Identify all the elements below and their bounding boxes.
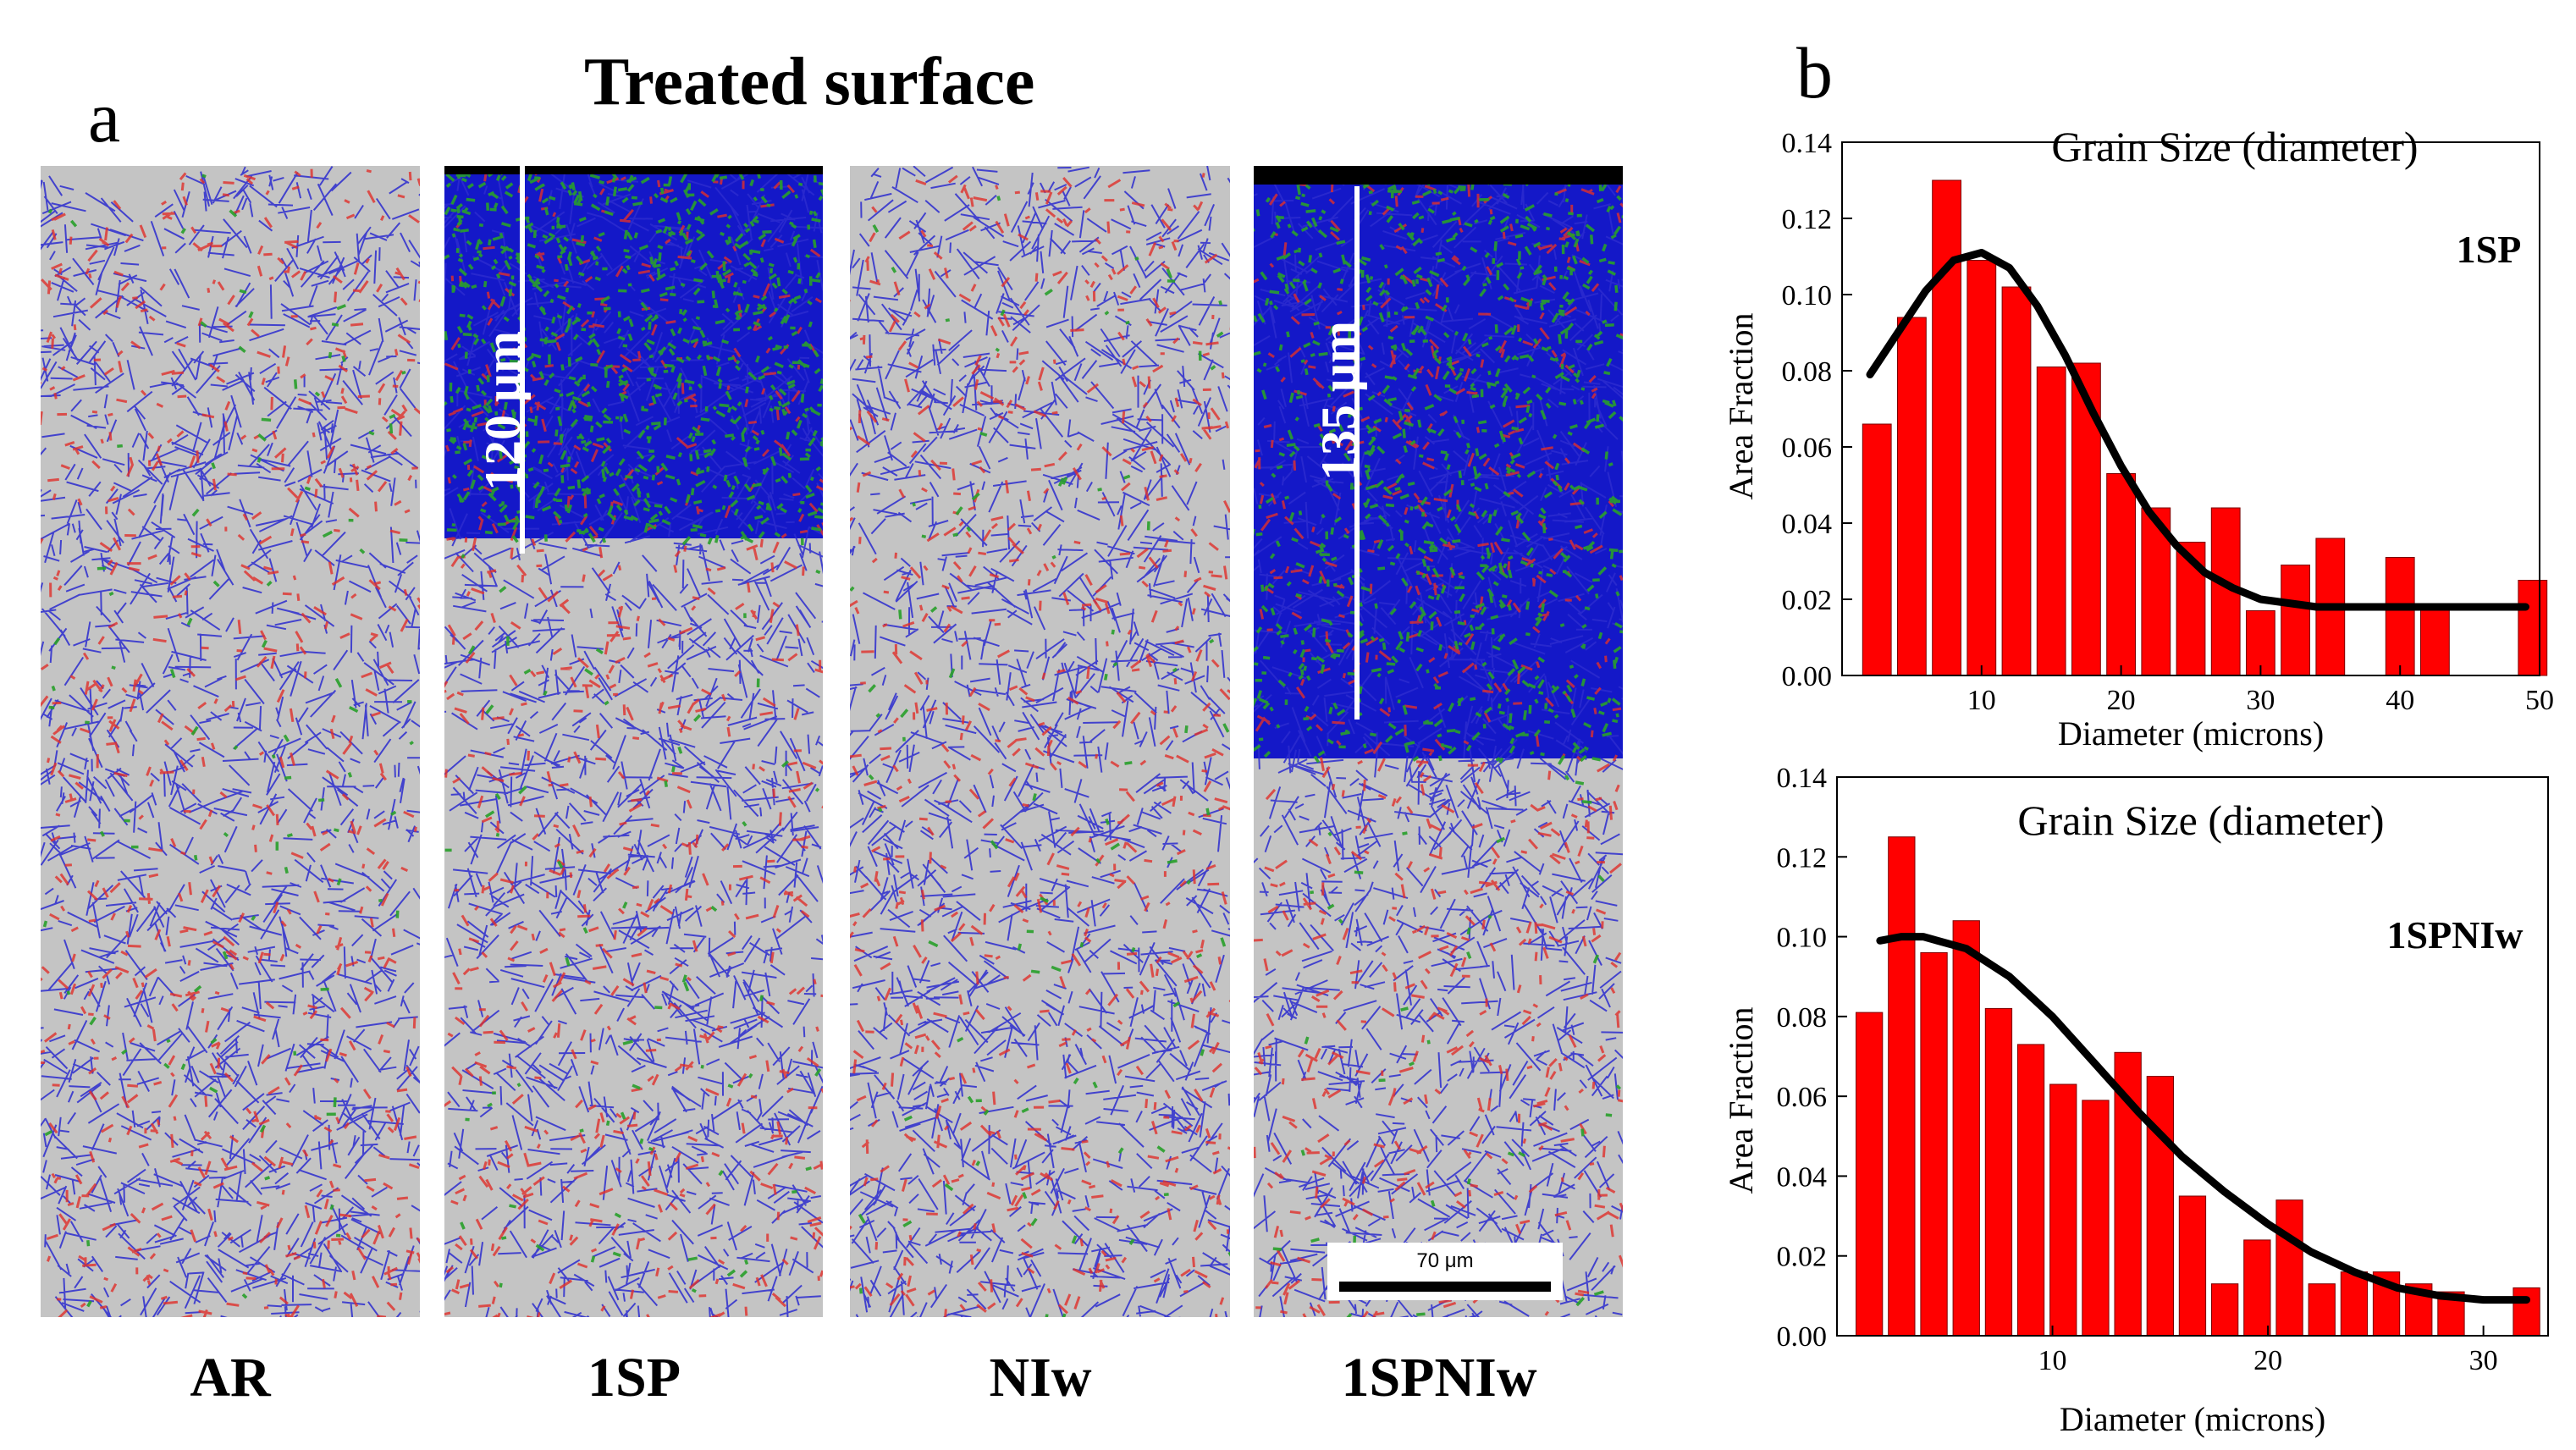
scale-bar — [1339, 1282, 1551, 1292]
x-tick-label: 10 — [1967, 685, 1996, 716]
y-tick-label: 0.14 — [1782, 128, 1833, 159]
histogram-bar — [2049, 1083, 2077, 1337]
histogram-bar — [2518, 580, 2548, 676]
plot-frame — [1836, 776, 2549, 1337]
ebsd-map-1spniw — [1254, 166, 1623, 1317]
histogram-bar — [2385, 557, 2415, 676]
y-tick-label: 0.02 — [1782, 585, 1833, 616]
histogram-bar — [1888, 836, 1916, 1337]
green-boundaries — [42, 174, 414, 1308]
y-tick-label: 0.10 — [1782, 280, 1833, 312]
fit-curve — [1876, 933, 2530, 1304]
y-tick-label: 0.04 — [1777, 1161, 1828, 1193]
x-tick-label: 30 — [2246, 685, 2275, 716]
y-tick-label: 0.06 — [1782, 433, 1833, 464]
x-tick-label: 20 — [2253, 1345, 2282, 1376]
red-boundaries — [41, 168, 420, 1317]
grain-size-chart-1sp: 0.00 0.02 0.04 0.06 0.08 0.10 0.12 0.14 10 20 30 40… — [1722, 123, 2554, 753]
histogram-bar — [1862, 423, 1892, 676]
y-axis-label: Area Fraction — [1722, 312, 1760, 499]
y-tick-label: 0.14 — [1777, 763, 1828, 794]
histogram-bar — [1984, 1007, 2013, 1337]
sample-annotation: 1SP — [2457, 228, 2522, 271]
green-boundaries — [850, 196, 1230, 1317]
depth-marker-1sp — [520, 166, 525, 554]
histogram-bar — [2016, 1044, 2045, 1337]
chart-title: Grain Size (diameter) — [2017, 797, 2384, 844]
histogram-bar — [2001, 286, 2032, 676]
y-tick-label: 0.02 — [1777, 1242, 1828, 1273]
ebsd-texture — [41, 166, 420, 1317]
histogram-bar — [2146, 1076, 2175, 1337]
y-tick-label: 0.08 — [1782, 356, 1833, 388]
histogram-bar — [1966, 260, 1997, 676]
red-boundaries — [850, 173, 1230, 1317]
histogram-bar — [2340, 1271, 2369, 1337]
chart-title: Grain Size (diameter) — [2051, 123, 2418, 170]
ebsd-map-1sp — [444, 166, 823, 1317]
grain-size-chart-1spniw: 0.00 0.02 0.04 0.06 0.08 0.10 0.12 0.14 10 20 30 Gr… — [1722, 763, 2549, 1438]
sample-label-1spniw: 1SPNIw — [1341, 1347, 1537, 1409]
x-tick-label: 30 — [2469, 1345, 2498, 1376]
x-tick-label: 50 — [2525, 685, 2554, 716]
depth-label-1sp: 120 μm — [475, 331, 531, 491]
x-tick-label: 40 — [2386, 685, 2414, 716]
histogram-bar — [1856, 1012, 1884, 1337]
histogram-bar — [2281, 565, 2311, 676]
treated-surface-title: Treated surface — [584, 45, 1035, 119]
histogram-bar — [1952, 920, 1980, 1337]
histogram-bar — [2275, 1199, 2303, 1337]
x-axis-label: Diameter (microns) — [2058, 714, 2324, 753]
histogram-bar — [2106, 473, 2137, 676]
ebsd-texture — [1254, 166, 1623, 1317]
histogram-bar — [2082, 1100, 2110, 1337]
scale-bar-label: 70 μm — [1416, 1249, 1474, 1272]
sample-label-niw: NIw — [989, 1347, 1092, 1409]
sample-annotation: 1SPNIw — [2386, 913, 2523, 957]
ebsd-texture — [444, 166, 823, 1317]
y-tick-label: 0.12 — [1777, 842, 1828, 874]
histogram-bar — [2071, 362, 2101, 676]
histogram-bar — [2211, 1283, 2239, 1337]
depth-label-1spniw: 135 μm — [1311, 321, 1367, 481]
surface-edge — [444, 166, 823, 174]
ebsd-map-niw — [850, 166, 1230, 1317]
y-tick-label: 0.12 — [1782, 204, 1833, 235]
sample-label-ar: AR — [190, 1347, 271, 1409]
y-tick-label: 0.00 — [1777, 1321, 1828, 1353]
panel-a-letter: a — [88, 76, 121, 157]
x-axis-label: Diameter (microns) — [2060, 1400, 2325, 1438]
histogram-bar — [2420, 606, 2450, 676]
histogram-bar — [2308, 1283, 2336, 1337]
y-tick-label: 0.10 — [1777, 923, 1828, 954]
histogram-bar — [2243, 1239, 2271, 1337]
plot-frame — [1841, 141, 2540, 676]
panel-b-letter: b — [1796, 32, 1833, 113]
histogram-bar — [2036, 367, 2066, 676]
green-boundaries — [1254, 166, 1623, 1317]
histogram-bar — [1932, 179, 1962, 676]
y-tick-label: 0.06 — [1777, 1082, 1828, 1113]
histogram-bar — [1920, 951, 1948, 1337]
x-tick-label: 20 — [2107, 685, 2136, 716]
depth-marker-1spniw — [1354, 186, 1360, 719]
fit-curve — [1866, 249, 2529, 611]
ebsd-texture — [850, 166, 1230, 1317]
red-boundaries — [444, 167, 823, 1317]
x-tick-label: 10 — [2038, 1345, 2067, 1376]
ebsd-map-ar — [41, 166, 420, 1317]
histogram-bar — [2513, 1287, 2540, 1337]
y-axis-label: Area Fraction — [1722, 1006, 1760, 1194]
y-tick-label: 0.08 — [1777, 1002, 1828, 1034]
sample-label-1sp: 1SP — [587, 1347, 681, 1409]
scale-bar-box: 70 μm — [1327, 1243, 1563, 1300]
grain-boundaries — [850, 166, 1230, 1317]
histogram-bar — [2246, 610, 2275, 676]
surface-edge — [1254, 166, 1623, 185]
y-tick-label: 0.04 — [1782, 509, 1833, 540]
green-boundaries — [444, 166, 823, 1293]
histogram-bar — [2178, 1195, 2207, 1337]
y-tick-label: 0.00 — [1782, 661, 1833, 692]
histogram-bar — [1897, 317, 1927, 676]
